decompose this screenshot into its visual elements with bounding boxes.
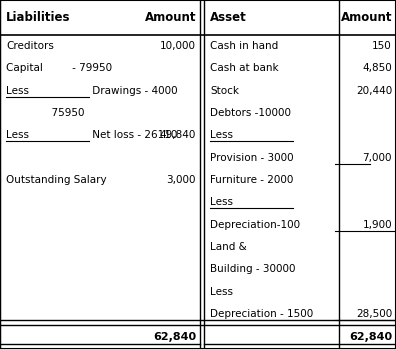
- Text: 3,000: 3,000: [167, 175, 196, 185]
- Text: Less: Less: [210, 131, 233, 140]
- Text: Debtors -10000: Debtors -10000: [210, 108, 291, 118]
- Text: 75950: 75950: [6, 108, 84, 118]
- Text: Creditors: Creditors: [6, 41, 54, 51]
- Text: 7,000: 7,000: [363, 153, 392, 163]
- Text: 20,440: 20,440: [356, 86, 392, 96]
- Text: Furniture - 2000: Furniture - 2000: [210, 175, 293, 185]
- Text: Asset: Asset: [210, 11, 247, 24]
- Text: Amount: Amount: [341, 11, 392, 24]
- Text: Net loss - 26110: Net loss - 26110: [89, 131, 177, 140]
- Text: Depreciation - 1500: Depreciation - 1500: [210, 309, 313, 319]
- Text: 49,840: 49,840: [160, 131, 196, 140]
- Text: 62,840: 62,840: [349, 332, 392, 342]
- Text: 1,900: 1,900: [362, 220, 392, 230]
- Text: Less: Less: [210, 287, 233, 297]
- Text: Cash in hand: Cash in hand: [210, 41, 278, 51]
- Text: 150: 150: [372, 41, 392, 51]
- Text: Stock: Stock: [210, 86, 239, 96]
- Text: Drawings - 4000: Drawings - 4000: [89, 86, 178, 96]
- Text: Less: Less: [210, 198, 233, 207]
- Text: Depreciation-100: Depreciation-100: [210, 220, 300, 230]
- Text: Less: Less: [6, 86, 29, 96]
- Text: Capital         - 79950: Capital - 79950: [6, 64, 112, 73]
- Text: Land &: Land &: [210, 242, 247, 252]
- Text: 28,500: 28,500: [356, 309, 392, 319]
- Text: Less: Less: [6, 131, 29, 140]
- Text: Amount: Amount: [145, 11, 196, 24]
- Text: 10,000: 10,000: [160, 41, 196, 51]
- Text: 4,850: 4,850: [362, 64, 392, 73]
- Text: 62,840: 62,840: [153, 332, 196, 342]
- Text: Cash at bank: Cash at bank: [210, 64, 278, 73]
- Text: Provision - 3000: Provision - 3000: [210, 153, 293, 163]
- Text: Building - 30000: Building - 30000: [210, 265, 295, 274]
- Text: Outstanding Salary: Outstanding Salary: [6, 175, 107, 185]
- Text: Liabilities: Liabilities: [6, 11, 70, 24]
